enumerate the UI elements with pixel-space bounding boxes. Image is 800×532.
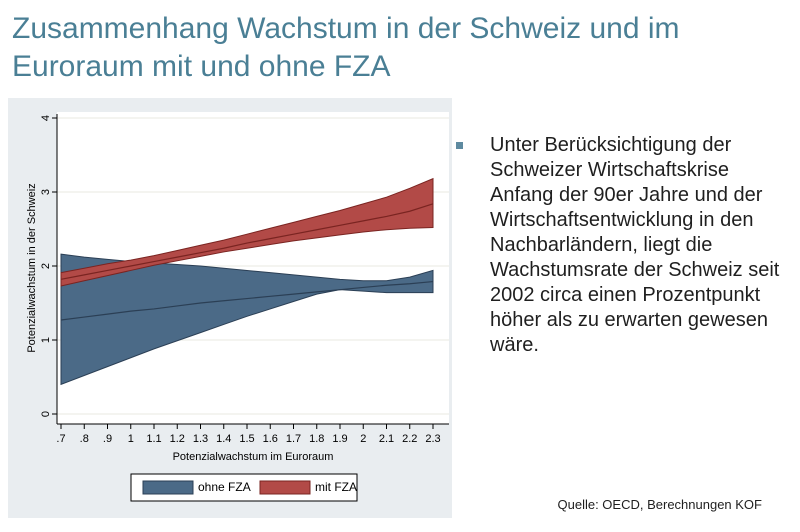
x-tick-label-2.3: 2.3: [425, 433, 440, 445]
x-tick-label-1.7: 1.7: [286, 433, 301, 445]
axis-layer: 0 1 2 3 4 .7 .8 .9 1 1.1 1.2 1.3 1.4 1.5 1.6 1.7 1.8 1.9 2…: [40, 114, 449, 445]
bullet-square-icon: [456, 142, 463, 149]
chart-panel: 0 1 2 3 4 .7 .8 .9 1 1.1 1.2 1.3 1.4 1.5 1.6 1.7 1.8 1.9 2…: [8, 98, 452, 518]
source-note: Quelle: OECD, Berechnungen KOF: [557, 497, 763, 512]
x-tick-label-.7: .7: [56, 433, 65, 445]
legend-swatch-ohne-fza: [142, 480, 194, 495]
y-tick-label-0: 0: [40, 411, 52, 417]
band-layer: [60, 177, 434, 386]
x-tick-label-1.8: 1.8: [309, 433, 324, 445]
x-tick-label-1.9: 1.9: [332, 433, 347, 445]
x-tick-label-2.2: 2.2: [402, 433, 417, 445]
band-ohne-fza: [60, 253, 434, 386]
y-tick-label-1: 1: [40, 337, 52, 343]
x-tick-label-1: 1: [128, 433, 134, 445]
y-axis-label: Potenzialwachstum in der Schweiz: [26, 183, 38, 352]
legend-swatch-mit-fza: [259, 480, 311, 495]
band-mit-fza: [60, 177, 434, 287]
chart-svg: 0 1 2 3 4 .7 .8 .9 1 1.1 1.2 1.3 1.4 1.5 1.6 1.7 1.8 1.9 2…: [26, 112, 449, 502]
y-tick-label-3: 3: [40, 189, 52, 195]
fit-line-ohne-fza: [60, 280, 434, 321]
legend: ohne FZA mit FZA: [130, 473, 358, 502]
slide-title: Zusammenhang Wachstum in der Schweiz und…: [12, 12, 680, 83]
x-axis-label: Potenzialwachstum im Euroraum: [173, 451, 334, 463]
fit-layer: [60, 203, 434, 321]
y-tick-label-4: 4: [40, 115, 52, 121]
x-tick-label-1.5: 1.5: [239, 433, 254, 445]
fit-line-mit-fza: [60, 203, 434, 280]
x-tick-label-.8: .8: [80, 433, 89, 445]
bullet-text: Unter Berücksichtigung der Schweizer Wir…: [490, 134, 780, 356]
x-tick-label-1.2: 1.2: [170, 433, 185, 445]
x-tick-label-1.3: 1.3: [193, 433, 208, 445]
x-tick-label-1.1: 1.1: [146, 433, 161, 445]
x-tick-label-2: 2: [360, 433, 366, 445]
x-tick-label-2.1: 2.1: [379, 433, 394, 445]
x-tick-label-1.6: 1.6: [263, 433, 278, 445]
legend-label-mit-fza: mit FZA: [315, 480, 357, 494]
legend-label-ohne-fza: ohne FZA: [198, 480, 251, 494]
y-tick-label-2: 2: [40, 263, 52, 269]
x-tick-label-1.4: 1.4: [216, 433, 231, 445]
x-tick-label-.9: .9: [103, 433, 112, 445]
